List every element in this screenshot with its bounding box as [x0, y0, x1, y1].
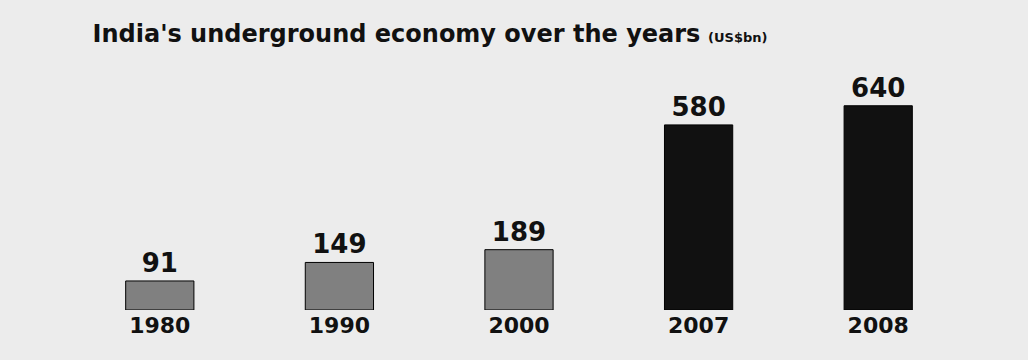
svg-text:2008: 2008 — [848, 313, 909, 338]
svg-text:189: 189 — [492, 217, 546, 247]
svg-text:2007: 2007 — [668, 313, 729, 338]
svg-text:580: 580 — [671, 92, 725, 122]
svg-text:640: 640 — [851, 73, 905, 103]
svg-text:1980: 1980 — [129, 313, 190, 338]
svg-text:91: 91 — [142, 248, 178, 278]
svg-text:149: 149 — [312, 229, 366, 259]
svg-text:1990: 1990 — [309, 313, 370, 338]
svg-text:India's underground economy ov: India's underground economy over the yea… — [93, 20, 768, 48]
svg-text:2000: 2000 — [488, 313, 549, 338]
